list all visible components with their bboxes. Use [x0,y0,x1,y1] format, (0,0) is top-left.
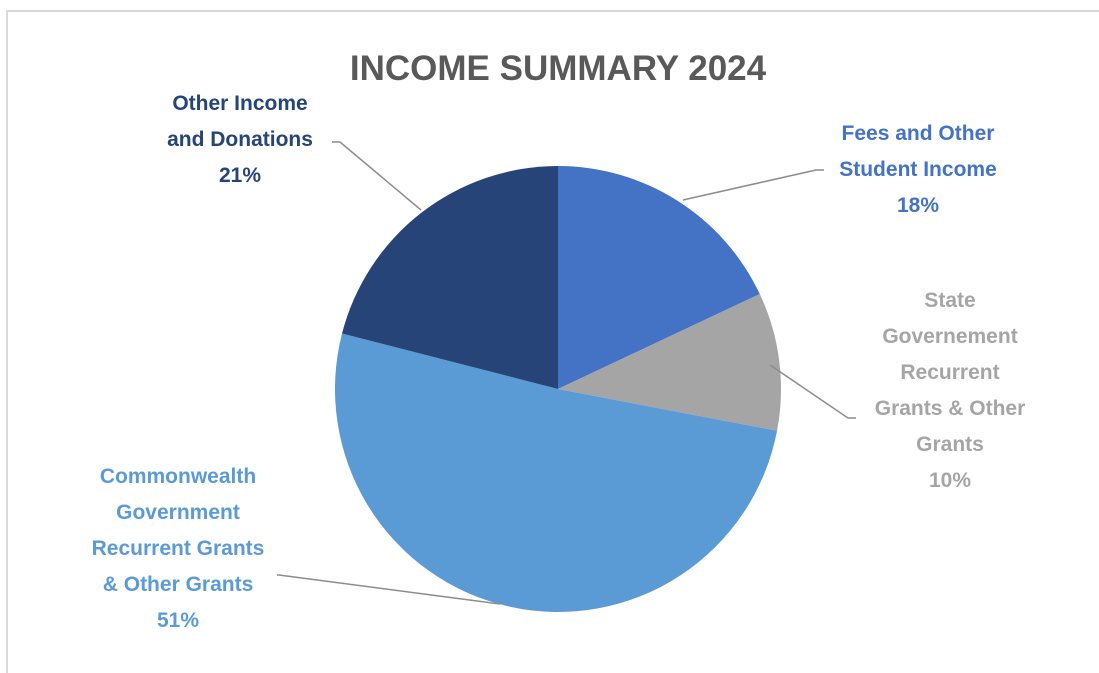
leader-line-1 [682,169,824,201]
slice-label-3: Commonwealth Government Recurrent Grants & … [92,465,265,632]
slice-label-2: State Governement Recurrent Grants & Other G… [875,289,1026,492]
slice-percent-label: 18% [897,194,939,217]
slice-name-line: State [924,289,975,312]
slice-name-line: and Donations [167,128,313,151]
slice-name-line: Other Income [172,92,307,115]
leader-line-3 [277,574,501,605]
leader-line-4 [332,141,422,211]
slice-name-line: Fees and Other [842,122,995,145]
leader-line-2 [769,364,856,419]
slice-labels: Fees and Other Student Income 18% State Gove… [92,92,1026,632]
chart-frame-top-border [6,10,1099,12]
slice-name-line: Commonwealth [100,465,256,488]
slice-name-line: Recurrent [900,361,999,384]
slice-name-line: Grants [916,433,984,456]
slice-name-line: Government [116,501,240,524]
chart-frame-left-border [6,10,8,673]
slice-label-1: Fees and Other Student Income 18% [839,122,997,217]
slice-name-line: & Other Grants [103,573,254,596]
pie-slice-3 [334,333,778,613]
slice-name-line: Recurrent Grants [92,537,265,560]
pie-slice-4 [342,166,558,389]
slice-name-line: Governement [882,325,1017,348]
leader-lines [277,141,856,605]
slice-label-4: Other Income and Donations 21% [167,92,313,187]
slice-name-line: Grants & Other [875,397,1026,420]
pie-slice-1 [558,166,760,389]
chart-title: INCOME SUMMARY 2024 [350,49,767,88]
slice-name-line: Student Income [839,158,997,181]
slice-percent-label: 21% [219,164,261,187]
pie-slice-2 [558,294,782,431]
slice-percent-label: 10% [929,469,971,492]
pie-slices [334,166,782,613]
slice-percent-label: 51% [157,609,199,632]
